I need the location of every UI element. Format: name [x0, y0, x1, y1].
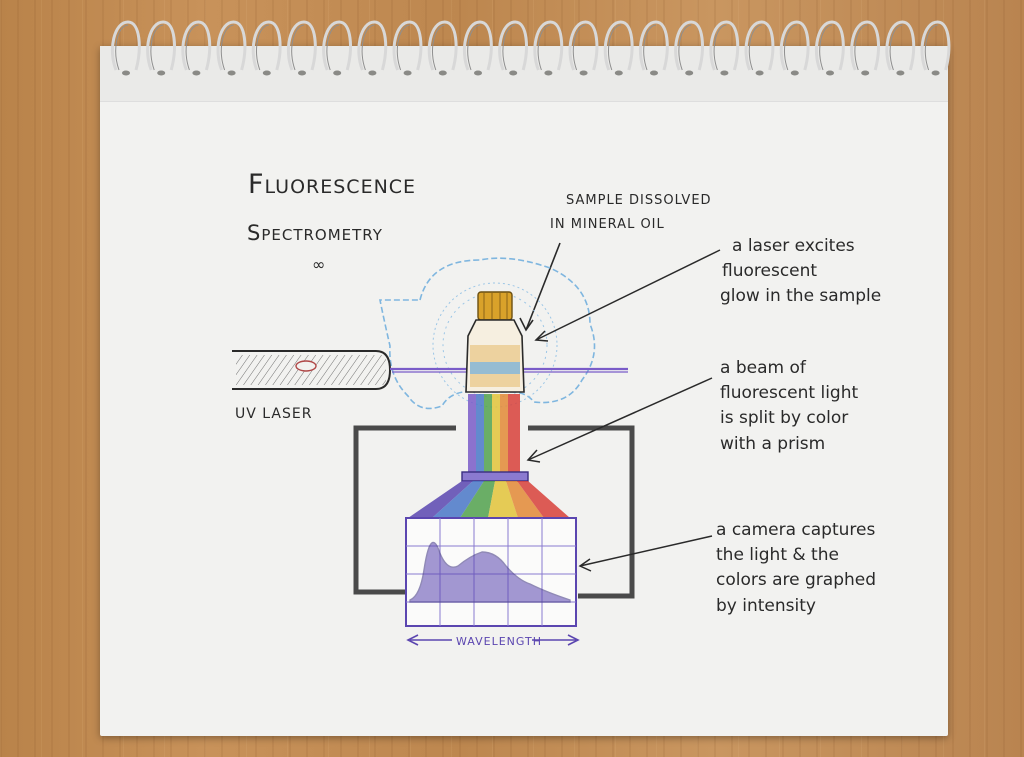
spiral-ring — [322, 20, 352, 71]
spiral-ring — [779, 20, 810, 71]
note-laser-line2: fluorescent — [722, 261, 817, 281]
camera-graph — [405, 517, 577, 627]
spiral-ring — [462, 20, 493, 71]
spiral-ring — [110, 20, 141, 71]
sample-label-line2: IN MINERAL OIL — [550, 217, 665, 232]
spectrometer-box — [353, 425, 635, 599]
note-camera-line4: by intensity — [716, 596, 816, 616]
rainbow-beam — [468, 394, 520, 474]
spiral-ring — [638, 20, 669, 71]
uv-laser — [232, 350, 392, 390]
spiral-ring — [146, 20, 176, 71]
spiral-ring — [533, 20, 564, 71]
spiral-ring — [814, 20, 845, 71]
note-prism-line3: is split by color — [720, 408, 848, 428]
spiral-ring — [709, 20, 740, 71]
spiral-ring — [744, 20, 775, 71]
note-prism-line1: a beam of — [720, 358, 807, 378]
note-camera-line3: colors are graphed — [716, 570, 876, 590]
note-prism-line2: fluorescent light — [720, 383, 858, 403]
spiral-ring — [286, 20, 317, 71]
spiral-ring — [427, 20, 458, 71]
prism — [461, 471, 529, 482]
wavelength-label: WAVELENGTH — [456, 635, 542, 648]
note-prism-line4: with a prism — [720, 434, 825, 454]
spiral-ring — [920, 20, 951, 71]
sample-arrow — [525, 242, 561, 331]
fluorescent-glow — [379, 257, 596, 410]
title-line1: Fluorescence — [248, 169, 416, 200]
spread-spectrum — [408, 481, 570, 518]
spiral-ring — [674, 20, 704, 71]
note-camera-line1: a camera captures — [716, 520, 875, 540]
title-line2: Spectrometry — [247, 221, 383, 245]
wavelength-axis — [406, 632, 580, 648]
note-laser: a laser excites fluorescent glow in the … — [720, 236, 881, 306]
note-laser-line3: glow in the sample — [720, 286, 881, 306]
note-camera-line2: the light & the — [716, 545, 839, 565]
spiral-ring — [216, 20, 247, 71]
sample-vial — [465, 291, 525, 393]
spiral-ring — [181, 20, 212, 71]
spiral-ring — [498, 20, 528, 71]
note-camera: a camera captures the light & the colors… — [716, 520, 876, 616]
spiral-ring — [357, 20, 388, 71]
spiral-ring — [392, 20, 423, 71]
note-prism: a beam of fluorescent light is split by … — [720, 358, 858, 454]
uv-laser-label: UV LASER — [235, 406, 312, 422]
spiral-ring — [603, 20, 634, 71]
note-arrow-camera — [579, 535, 713, 567]
spiral-binding — [110, 20, 951, 76]
spiral-ring — [251, 20, 282, 71]
note-arrow-laser — [535, 249, 721, 341]
note-arrow-prism — [527, 377, 713, 461]
spiral-ring — [885, 20, 916, 71]
sample-label-line1: SAMPLE DISSOLVED — [566, 193, 712, 208]
spiral-ring — [568, 20, 599, 71]
spiral-ring — [850, 20, 880, 71]
note-laser-line1: a laser excites — [732, 236, 855, 256]
title-flourish: ∞ — [312, 255, 325, 274]
intensity-curve — [409, 541, 571, 603]
